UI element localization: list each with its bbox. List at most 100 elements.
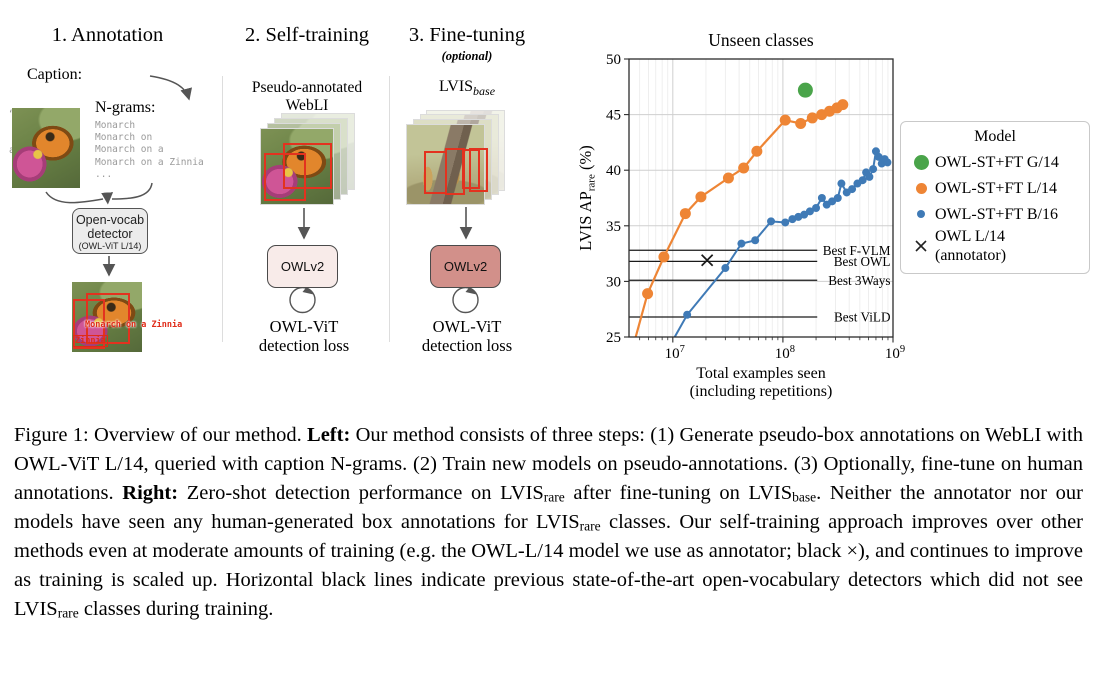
- caption-subscript: rare: [543, 489, 565, 505]
- merge-to-detector-arrow: [101, 192, 114, 205]
- caption-text-segment: Our method consists of three steps: (1) …: [14, 424, 1083, 504]
- detector-model-name: (OWL-ViT L/14): [78, 241, 142, 251]
- loss-label-line: OWL-ViT: [432, 317, 502, 336]
- data-point: [869, 165, 878, 174]
- bbox-label-zinnia: Zinnia: [73, 335, 108, 347]
- legend-entry-label: OWL L/14 (annotator): [935, 228, 1007, 264]
- data-point: [883, 158, 892, 167]
- caption-to-ngrams-arrow: [149, 75, 193, 101]
- data-point: [683, 310, 692, 319]
- open-vocab-detector-box: Open-vocab detector (OWL-ViT L/14): [72, 208, 148, 254]
- step3-optional-label: (optional): [441, 49, 493, 63]
- ngram-item: ...: [95, 168, 113, 180]
- panel-separator: [222, 76, 223, 342]
- legend-entry-label: OWL-ST+FT B/16: [935, 205, 1058, 223]
- x-tick-label: 108: [775, 344, 795, 362]
- data-point: [797, 82, 813, 98]
- bbox-label-monarch: Monarch on a Zinnia: [85, 320, 183, 330]
- step1-heading: 1. Annotation: [51, 24, 164, 46]
- legend-entry: OWL-ST+FT G/14: [907, 149, 1083, 175]
- lvis-label-subscript: base: [473, 84, 496, 98]
- data-point: [695, 191, 707, 203]
- bounding-box: [445, 148, 465, 195]
- annotated-output-image: Monarch on a Zinnia Zinnia: [72, 282, 182, 352]
- ngram-item: Monarch on: [95, 132, 153, 144]
- data-point: [795, 117, 807, 129]
- webli-image-stack: [260, 112, 356, 206]
- data-point: [817, 194, 826, 202]
- loss-label-line: detection loss: [258, 336, 350, 355]
- x-tick-label: 107: [665, 344, 685, 362]
- legend-dot: [913, 154, 929, 170]
- bounding-box: [469, 148, 488, 192]
- data-point: [658, 251, 670, 263]
- stack-layer-front: [260, 128, 334, 205]
- caption-text-segment: after fine-tuning on LVIS: [564, 482, 793, 504]
- method-diagram: 1. Annotation 2. Self-training 3. Fine-t…: [0, 0, 575, 420]
- annotator-x-marker: [701, 254, 714, 267]
- y-tick-label: 45: [606, 108, 621, 124]
- data-point: [833, 194, 842, 202]
- data-point: [642, 288, 654, 300]
- data-point: [837, 179, 846, 188]
- pseudo-annotated-image: [261, 129, 333, 204]
- x-tick-label: 109: [885, 344, 905, 362]
- step2-heading: 2. Self-training: [244, 24, 370, 46]
- ngram-item: Monarch on a Zinnia: [95, 156, 204, 168]
- y-tick-label: 50: [606, 52, 621, 68]
- detector-label-line: detector: [87, 227, 133, 241]
- webli-label-line2: WebLI: [285, 97, 329, 114]
- data-point: [806, 112, 818, 124]
- owlv2-box-selftraining: OWLv2: [267, 245, 338, 288]
- y-axis-label: LVIS APrare (%): [576, 145, 598, 250]
- data-point: [805, 207, 814, 216]
- image-merge-curve: [45, 191, 104, 204]
- baseline-label: Best ViLD: [834, 310, 890, 325]
- ngrams-merge-curve: [111, 182, 153, 200]
- bounding-box: [73, 299, 105, 349]
- data-point: [751, 145, 763, 157]
- caption-text-segment: Figure 1: Overview of our method.: [14, 424, 308, 446]
- x-marker-icon: [907, 239, 935, 253]
- bounding-box: [462, 149, 480, 189]
- data-point: [767, 217, 776, 226]
- detector-label-line: Open-vocab: [75, 213, 145, 227]
- loss-label-line: OWL-ViT: [269, 317, 339, 336]
- data-point: [874, 152, 883, 161]
- owlv2-box-finetuning: OWLv2: [430, 245, 501, 288]
- stack-layer-front: [406, 124, 488, 205]
- butterfly-source-image: [12, 108, 80, 188]
- data-point: [858, 176, 867, 185]
- legend-entry: OWL L/14 (annotator): [907, 227, 1083, 265]
- legend-dot: [915, 182, 927, 194]
- circle-marker-icon: [907, 154, 935, 170]
- baseline-label: Best OWL: [834, 254, 891, 269]
- y-tick-label: 40: [606, 163, 621, 179]
- ngram-list: Monarch Monarch on Monarch on a Monarch on …: [95, 120, 204, 181]
- data-point: [779, 114, 791, 126]
- data-point: [848, 185, 857, 194]
- self-loop-icon: [452, 286, 479, 314]
- caption-subscript: rare: [57, 605, 79, 621]
- x-axis-label: (including repetitions): [690, 383, 833, 400]
- figure-caption: Figure 1: Overview of our method. Left: …: [14, 421, 1083, 624]
- legend-title: Model: [974, 128, 1016, 145]
- baseline-label: Best 3Ways: [828, 273, 890, 288]
- ngrams-label: N-grams:: [95, 99, 156, 116]
- ngram-item: Monarch on a: [95, 144, 164, 156]
- circle-marker-icon: [907, 182, 935, 194]
- caption-text-segment: classes during training.: [78, 598, 274, 620]
- lvis-base-label: LVISbase: [398, 78, 536, 99]
- chart-title: Unseen classes: [708, 30, 814, 50]
- data-point: [751, 236, 760, 245]
- annotated-giraffe-image: [407, 125, 488, 204]
- y-tick-label: 30: [606, 274, 621, 290]
- data-point: [812, 204, 821, 213]
- caption-text-segment: Zero-shot detection performance on LVIS: [178, 482, 544, 504]
- caption-bold-segment: Left:: [307, 424, 351, 446]
- lvis-label-main: LVIS: [438, 78, 474, 95]
- y-tick-label: 35: [606, 219, 621, 235]
- plot-border: [628, 58, 894, 338]
- bounding-box: [283, 143, 332, 189]
